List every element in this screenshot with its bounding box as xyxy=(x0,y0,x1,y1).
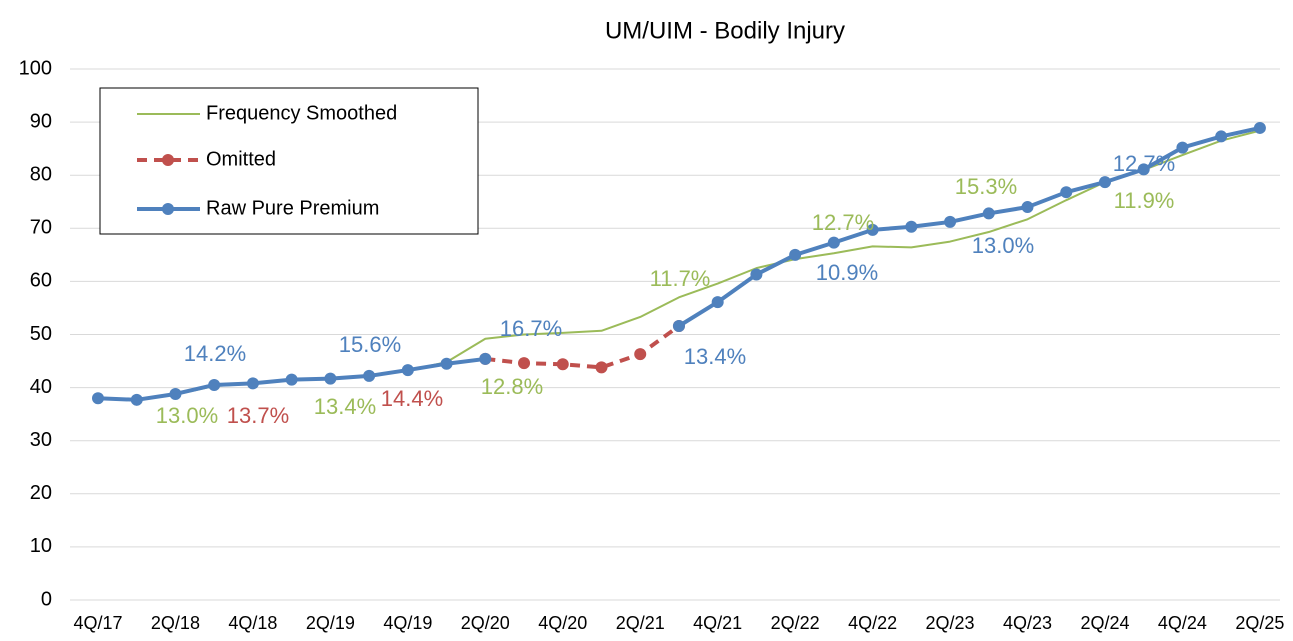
x-tick-label: 2Q/24 xyxy=(1080,613,1129,633)
annotation: 13.7% xyxy=(227,403,289,428)
annotation: 12.7% xyxy=(812,210,874,235)
x-tick-label: 2Q/25 xyxy=(1235,613,1284,633)
legend-label: Raw Pure Premium xyxy=(206,197,379,219)
point xyxy=(324,372,337,385)
y-tick-label: 0 xyxy=(41,588,52,610)
annotation: 15.3% xyxy=(955,174,1017,199)
annotation: 12.8% xyxy=(481,374,543,399)
legend-marker xyxy=(162,203,174,215)
annotation: 13.4% xyxy=(314,394,376,419)
point xyxy=(672,320,685,333)
annotation: 15.6% xyxy=(339,332,401,357)
x-tick-label: 4Q/24 xyxy=(1158,613,1207,633)
point xyxy=(363,369,376,382)
y-tick-label: 90 xyxy=(30,110,52,132)
point xyxy=(246,377,259,390)
point xyxy=(401,364,414,377)
point xyxy=(285,373,298,386)
point xyxy=(1098,176,1111,189)
x-tick-label: 2Q/18 xyxy=(151,613,200,633)
annotation: 11.9% xyxy=(1114,188,1175,213)
point xyxy=(169,387,182,400)
annotation: 16.7% xyxy=(500,316,562,341)
point xyxy=(1021,201,1034,214)
point xyxy=(208,378,221,391)
point xyxy=(1215,130,1228,143)
annotation: 11.7% xyxy=(650,266,711,291)
x-tick-label: 2Q/22 xyxy=(771,613,820,633)
x-tick-label: 2Q/23 xyxy=(926,613,975,633)
point xyxy=(518,357,531,370)
y-tick-label: 20 xyxy=(30,482,52,504)
annotations: 14.2%13.0% 13.7%15.6%13.4% 14.4%16.7%12.8%… xyxy=(156,151,1175,428)
point xyxy=(827,236,840,249)
y-tick-label: 100 xyxy=(19,57,52,79)
annotation: 14.4% xyxy=(381,386,443,411)
point xyxy=(479,352,492,365)
x-tick-label: 4Q/23 xyxy=(1003,613,1052,633)
x-tick-label: 2Q/21 xyxy=(616,613,665,633)
x-tick-label: 4Q/22 xyxy=(848,613,897,633)
point xyxy=(92,392,104,405)
annotation: 13.4% xyxy=(684,344,746,369)
legend-label: Frequency Smoothed xyxy=(206,102,397,124)
y-tick-label: 10 xyxy=(30,535,52,557)
annotation: 13.0% xyxy=(156,403,218,428)
legend: Frequency Smoothed Omitted Raw Pure Premiu… xyxy=(99,87,479,235)
annotation: 13.0% xyxy=(972,233,1034,258)
plot xyxy=(92,121,1266,406)
x-tick-label: 2Q/19 xyxy=(306,613,355,633)
y-tick-label: 60 xyxy=(30,270,52,292)
point xyxy=(789,248,802,261)
annotation: 14.2% xyxy=(184,341,246,366)
x-tick-label: 4Q/20 xyxy=(538,613,587,633)
point xyxy=(905,220,918,233)
x-tick-label: 4Q/19 xyxy=(383,613,432,633)
point xyxy=(944,215,957,228)
chart-title: UM/UIM - Bodily Injury xyxy=(605,17,845,44)
x-tick-label: 4Q/21 xyxy=(693,613,742,633)
series-line xyxy=(677,125,1261,328)
point xyxy=(634,348,647,361)
point xyxy=(866,223,879,236)
annotation: 10.9% xyxy=(816,260,878,285)
point xyxy=(440,357,453,370)
point xyxy=(595,361,608,374)
legend-label: Omitted xyxy=(206,148,276,170)
y-tick-label: 40 xyxy=(30,376,52,398)
y-tick-label: 70 xyxy=(30,217,52,239)
x-tick-label: 4Q/18 xyxy=(228,613,277,633)
x-tick-label: 2Q/20 xyxy=(461,613,510,633)
point xyxy=(711,296,724,309)
y-tick-label: 30 xyxy=(30,429,52,451)
point xyxy=(1176,141,1189,154)
point xyxy=(130,393,143,406)
legend-marker xyxy=(162,154,174,166)
x-tick-label: 4Q/17 xyxy=(73,613,122,633)
y-tick-label: 50 xyxy=(30,323,52,345)
point xyxy=(1253,121,1266,134)
point xyxy=(1060,186,1073,199)
y-tick-label: 80 xyxy=(30,163,52,185)
point xyxy=(556,358,569,371)
annotation: 12.7% xyxy=(1113,151,1175,176)
point xyxy=(1137,163,1150,176)
point xyxy=(982,207,995,220)
point xyxy=(750,268,763,281)
